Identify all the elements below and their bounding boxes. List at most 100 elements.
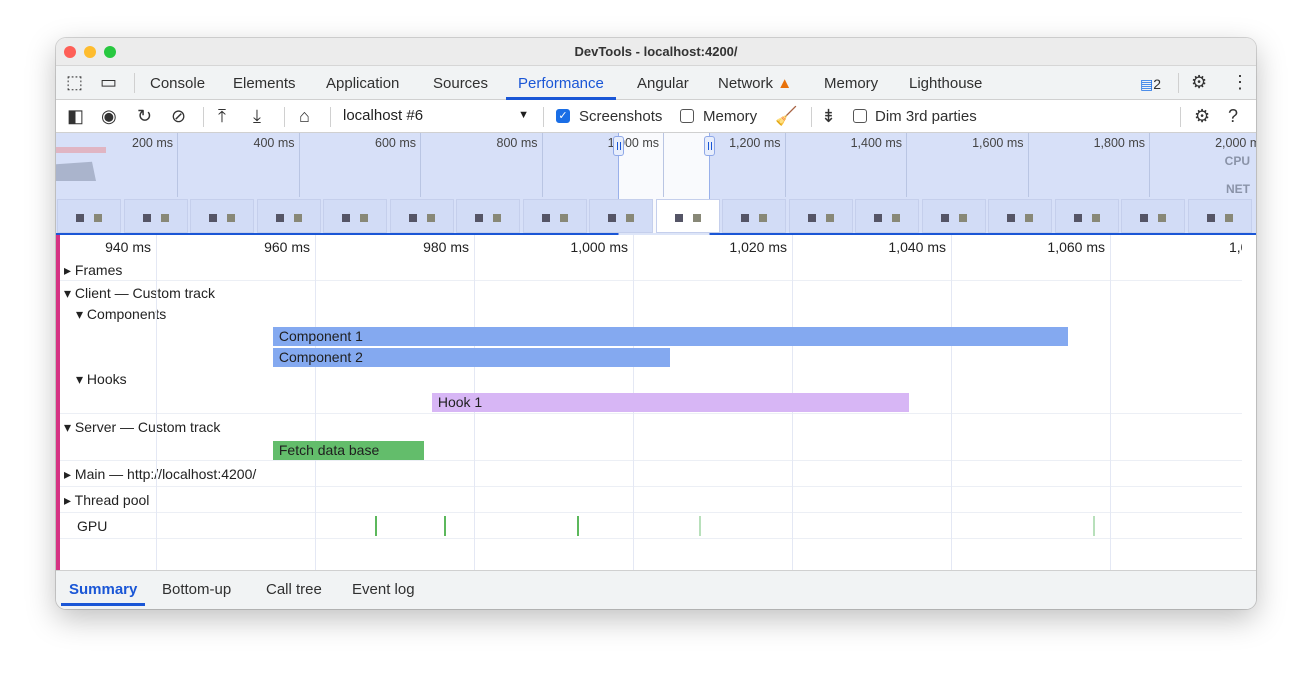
home-icon[interactable]: ⌂ (299, 106, 310, 126)
screenshot-thumbnail[interactable] (323, 199, 387, 233)
download-icon[interactable]: ⤓ (253, 106, 261, 126)
track-name: Frames (74, 262, 123, 278)
device-toolbar-icon[interactable]: ▭ (100, 72, 118, 92)
group-hooks-label: ▾ Hooks (76, 371, 127, 387)
overview-gridline (177, 133, 178, 197)
screenshot-thumbnail[interactable] (456, 199, 520, 233)
garbage-collect-icon[interactable]: 🧹 (775, 106, 798, 126)
track-name: Thread pool (74, 492, 150, 508)
screenshot-thumbnail[interactable] (722, 199, 786, 233)
tab-angular[interactable]: Angular (637, 75, 689, 92)
cpu-chart (56, 161, 96, 181)
track-thread-pool[interactable]: ▸ Thread pool (60, 487, 1242, 513)
screenshot-thumbnail[interactable] (589, 199, 653, 233)
event-bar[interactable]: Hook 1 (431, 393, 909, 412)
vertical-scrollbar[interactable] (1242, 235, 1256, 570)
window-title: DevTools - localhost:4200/ (574, 44, 738, 59)
left-handle[interactable] (613, 136, 624, 156)
dim-3rd-parties-label: Dim 3rd parties (875, 108, 977, 125)
settings-icon[interactable]: ⚙ (1191, 72, 1208, 92)
upload-icon[interactable]: ⤒ (218, 106, 226, 126)
group-name: Hooks (86, 371, 127, 387)
overview-tick-label: 1,600 ms (972, 136, 1024, 150)
overview-tick-label: 2,000 ms (1215, 136, 1256, 150)
clear-icon[interactable]: ⊘ (171, 106, 187, 126)
tab-memory[interactable]: Memory (824, 75, 879, 92)
timeline-tick-label: 980 ms (423, 239, 469, 255)
tab-bottom-up[interactable]: Bottom-up (162, 581, 232, 598)
screenshot-thumbnail[interactable] (190, 199, 254, 233)
tab-call-tree[interactable]: Call tree (266, 581, 322, 598)
warning-icon: ▲ (777, 75, 793, 92)
record-icon[interactable]: ◉ (101, 106, 117, 126)
memory-checkbox[interactable] (680, 109, 694, 123)
tab-performance[interactable]: Performance (506, 66, 616, 100)
screenshot-thumbnail[interactable] (1054, 199, 1119, 233)
screenshot-thumbnail[interactable] (123, 199, 188, 233)
overview-tick-label: 600 ms (375, 136, 416, 150)
screenshot-thumbnail[interactable] (855, 199, 919, 233)
dim-3rd-parties-checkbox[interactable] (853, 109, 867, 123)
screenshot-thumbnail[interactable] (788, 199, 853, 233)
tab-application[interactable]: Application (326, 75, 400, 92)
track-frames-label: ▸ Frames (64, 262, 123, 278)
net-label: NET (1226, 182, 1250, 196)
minimize-window-button[interactable] (84, 46, 96, 58)
collapse-tracks-icon[interactable]: ⇟ (821, 106, 837, 126)
timeline-gridline (315, 235, 316, 570)
track-client[interactable]: ▾ Client — Custom track ▾ Components ▾ H… (60, 281, 1242, 414)
gpu-event[interactable] (698, 516, 701, 536)
screenshot-thumbnail[interactable] (1121, 199, 1185, 233)
track-frames[interactable]: ▸ Frames (60, 259, 1242, 281)
screenshot-thumbnail[interactable] (389, 199, 454, 233)
close-window-button[interactable] (64, 46, 76, 58)
gpu-event[interactable] (443, 516, 446, 536)
timeline-tick-label: 1,020 ms (729, 239, 787, 255)
track-server-label: ▾ Server — Custom track (64, 419, 221, 435)
right-handle[interactable] (704, 136, 715, 156)
screenshot-thumbnail[interactable] (256, 199, 321, 233)
tab-summary[interactable]: Summary (61, 581, 146, 606)
timeline-overview[interactable]: 200 ms 400 ms 600 ms 800 ms 1,000 ms 1,200 ms… (56, 133, 1256, 235)
recording-select[interactable]: localhost #6 ▼ (343, 107, 529, 124)
overview-gridline (1149, 133, 1150, 197)
event-bar[interactable]: Fetch data base (272, 441, 424, 460)
issues-button[interactable]: ▤2 (1140, 66, 1161, 100)
event-bar[interactable]: Component 1 (272, 327, 1068, 346)
issues-count: 2 (1153, 76, 1162, 92)
capture-settings-icon[interactable]: ⚙ (1194, 106, 1211, 126)
screenshot-thumbnail[interactable] (522, 199, 587, 233)
overview-tick-label: 800 ms (496, 136, 538, 150)
screenshot-thumbnail[interactable] (1187, 199, 1252, 233)
tab-console[interactable]: Console (150, 75, 206, 92)
track-name: Server — Custom track (74, 419, 221, 435)
screenshot-thumbnail[interactable] (921, 199, 986, 233)
gpu-event[interactable] (577, 516, 580, 536)
track-client-label: ▾ Client — Custom track (64, 285, 215, 301)
inspect-element-icon[interactable]: ⬚ (66, 72, 84, 92)
more-options-icon[interactable]: ⋮ (1231, 72, 1249, 92)
gpu-event[interactable] (375, 516, 378, 536)
tab-lighthouse[interactable]: Lighthouse (909, 75, 983, 92)
reload-record-icon[interactable]: ↻ (137, 106, 153, 126)
help-icon[interactable]: ? (1228, 106, 1239, 126)
toggle-sidebar-icon[interactable]: ◧ (67, 106, 85, 126)
screenshots-checkbox[interactable]: ✓ (556, 109, 570, 123)
screenshot-thumbnail[interactable] (655, 199, 720, 233)
tab-event-log[interactable]: Event log (352, 581, 415, 598)
screenshot-thumbnail[interactable] (988, 199, 1052, 233)
track-main[interactable]: ▸ Main — http://localhost:4200/ (60, 461, 1242, 487)
tab-network[interactable]: Network ▲ (718, 66, 792, 100)
memory-label: Memory (703, 108, 758, 125)
cpu-marker (56, 147, 106, 153)
track-server[interactable]: ▾ Server — Custom track (60, 414, 1242, 461)
event-bar[interactable]: Component 2 (272, 348, 671, 367)
track-gpu[interactable]: GPU (60, 513, 1242, 539)
tab-sources[interactable]: Sources (433, 75, 489, 92)
gpu-event[interactable] (1093, 516, 1096, 536)
flame-chart[interactable]: ▸ Frames ▾ Client — Custom track ▾ Compo… (56, 235, 1256, 570)
zoom-window-button[interactable] (104, 46, 116, 58)
group-name: Components (86, 306, 167, 322)
tab-elements[interactable]: Elements (233, 75, 296, 92)
screenshot-thumbnail[interactable] (57, 199, 121, 233)
